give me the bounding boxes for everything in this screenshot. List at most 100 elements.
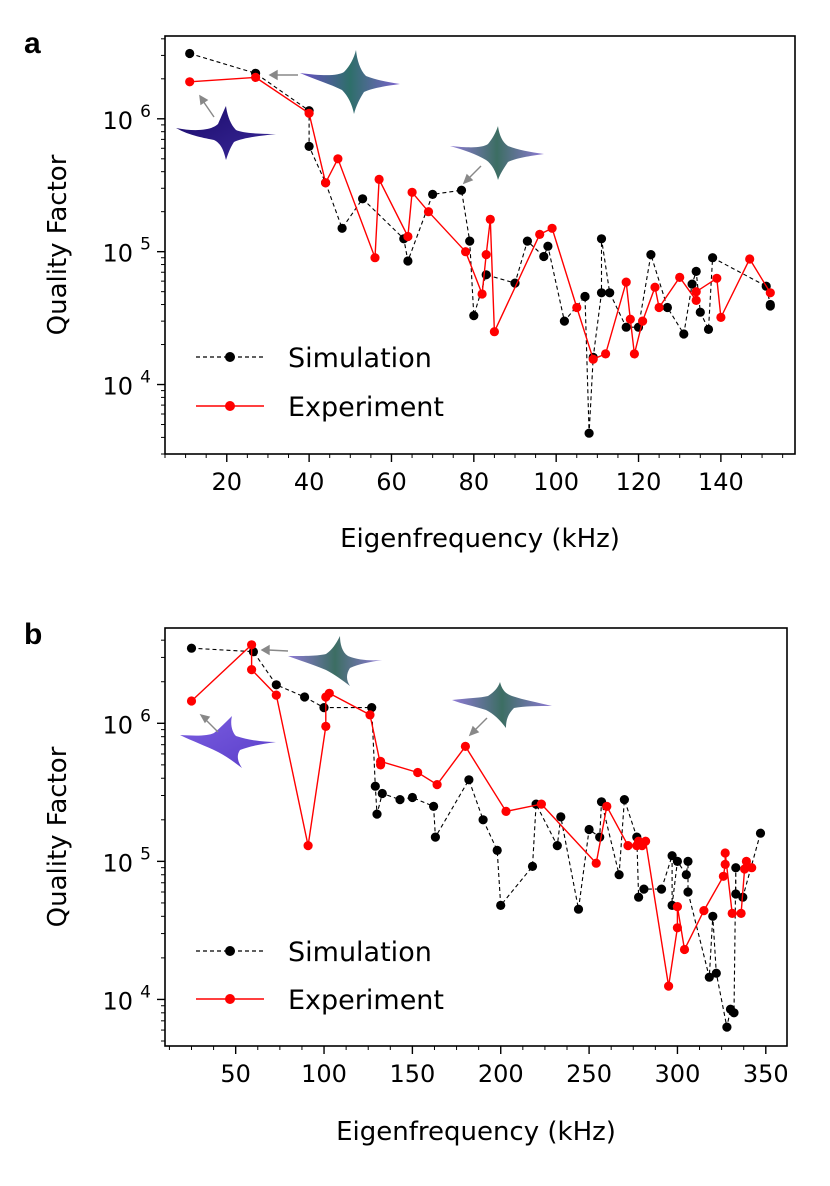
data-point-experiment bbox=[629, 349, 640, 359]
mode-shape-icon bbox=[300, 50, 400, 114]
data-point-simulation bbox=[185, 48, 195, 59]
data-point-experiment bbox=[641, 836, 651, 846]
data-point-simulation bbox=[481, 270, 491, 280]
data-point-experiment bbox=[481, 250, 491, 260]
panel-b: b 50 100 150 200 250 300 350 10 4 10 5 10 6 Simulati… bbox=[24, 618, 789, 1147]
data-point-simulation bbox=[584, 428, 594, 438]
data-point-experiment bbox=[370, 253, 380, 263]
data-point-experiment bbox=[413, 767, 423, 778]
y-tick-exponent: 6 bbox=[140, 102, 151, 122]
x-tick-label: 200 bbox=[478, 1060, 524, 1088]
data-point-simulation bbox=[708, 253, 718, 263]
a-legend-simulation: Simulation bbox=[288, 343, 432, 374]
panel-label-a: a bbox=[24, 27, 41, 60]
data-point-simulation bbox=[430, 832, 440, 842]
data-point-experiment bbox=[679, 944, 690, 955]
a-mode-shape-insets bbox=[176, 50, 544, 185]
data-point-simulation bbox=[527, 861, 538, 872]
data-point-experiment bbox=[741, 856, 752, 867]
b-x-axis-label: Eigenfrequency (kHz) bbox=[336, 1117, 616, 1147]
mode-shape-icon bbox=[180, 716, 276, 768]
data-point-experiment bbox=[602, 801, 612, 812]
data-point-simulation bbox=[465, 236, 475, 246]
data-point-experiment bbox=[304, 108, 314, 118]
data-point-simulation bbox=[731, 863, 741, 873]
mode-shape-icon bbox=[452, 682, 552, 728]
data-point-simulation bbox=[662, 302, 673, 313]
data-point-simulation bbox=[552, 841, 562, 851]
inset-pointer-arrows bbox=[199, 69, 482, 185]
data-point-experiment bbox=[321, 721, 331, 732]
data-point-experiment bbox=[638, 316, 648, 326]
data-point-experiment bbox=[654, 302, 664, 313]
data-point-experiment bbox=[185, 77, 195, 87]
a-axis-ticks: 20 40 60 80 100 120 140 10 4 10 5 10 6 bbox=[102, 38, 784, 496]
x-tick-label: 40 bbox=[294, 468, 325, 496]
x-tick-label: 50 bbox=[220, 1060, 251, 1088]
data-point-simulation bbox=[496, 900, 506, 911]
data-point-simulation bbox=[395, 795, 405, 805]
data-point-simulation bbox=[646, 250, 656, 260]
data-point-simulation bbox=[672, 856, 683, 867]
data-point-experiment bbox=[374, 174, 384, 184]
data-point-simulation bbox=[407, 792, 417, 803]
data-point-experiment bbox=[591, 858, 601, 868]
data-point-experiment bbox=[461, 247, 471, 257]
b-plot-frame bbox=[164, 627, 788, 1047]
data-point-simulation bbox=[679, 329, 689, 339]
data-point-experiment bbox=[535, 229, 545, 239]
data-point-experiment bbox=[664, 981, 674, 991]
y-tick-label: 10 bbox=[102, 107, 133, 135]
data-point-experiment bbox=[501, 806, 511, 817]
data-point-experiment bbox=[247, 665, 257, 675]
a-x-axis-label: Eigenfrequency (kHz) bbox=[340, 524, 620, 554]
data-point-simulation bbox=[755, 828, 766, 838]
x-tick-label: 300 bbox=[655, 1060, 701, 1088]
data-point-experiment bbox=[588, 354, 598, 364]
data-point-simulation bbox=[681, 870, 691, 880]
data-point-experiment bbox=[650, 282, 660, 292]
data-point-experiment bbox=[691, 287, 701, 297]
series-line-experiment bbox=[189, 76, 771, 361]
data-point-experiment bbox=[432, 780, 442, 790]
data-point-simulation bbox=[656, 884, 667, 894]
data-point-experiment bbox=[423, 207, 434, 217]
data-point-experiment bbox=[675, 272, 685, 282]
data-point-experiment bbox=[712, 273, 722, 283]
data-point-simulation bbox=[687, 279, 697, 289]
data-point-experiment bbox=[407, 187, 417, 197]
data-point-simulation bbox=[456, 185, 467, 195]
data-point-simulation bbox=[731, 889, 741, 899]
mode-shape-icon bbox=[450, 126, 544, 180]
data-point-simulation bbox=[464, 775, 474, 785]
data-point-experiment bbox=[303, 841, 313, 851]
data-point-experiment bbox=[324, 688, 334, 698]
data-point-experiment bbox=[247, 640, 257, 650]
data-point-simulation bbox=[704, 972, 714, 982]
data-point-simulation bbox=[729, 1008, 739, 1018]
data-point-experiment bbox=[489, 327, 499, 337]
data-point-simulation bbox=[522, 236, 533, 246]
data-point-experiment bbox=[403, 231, 413, 242]
data-point-experiment bbox=[485, 214, 495, 224]
data-point-experiment bbox=[186, 696, 197, 706]
data-point-experiment bbox=[765, 288, 775, 298]
series-line-simulation bbox=[189, 52, 771, 434]
data-point-experiment bbox=[376, 756, 386, 767]
panel-a: a 20 40 60 80 100 120 140 10 4 10 5 10 6 Simulation bbox=[24, 27, 796, 554]
data-point-simulation bbox=[580, 291, 590, 302]
y-tick-label: 10 bbox=[102, 849, 133, 877]
y-tick-label: 10 bbox=[102, 711, 133, 739]
data-point-simulation bbox=[478, 815, 488, 825]
data-point-experiment bbox=[720, 859, 730, 870]
x-tick-label: 140 bbox=[698, 468, 744, 496]
data-point-simulation bbox=[428, 189, 438, 199]
data-point-simulation bbox=[711, 968, 721, 978]
x-tick-label: 250 bbox=[566, 1060, 612, 1088]
data-point-experiment bbox=[727, 908, 737, 919]
data-point-experiment bbox=[460, 741, 470, 752]
b-series-layer bbox=[186, 640, 766, 1032]
x-tick-label: 80 bbox=[459, 468, 490, 496]
a-plot-frame bbox=[164, 35, 796, 455]
data-point-simulation bbox=[559, 316, 570, 326]
